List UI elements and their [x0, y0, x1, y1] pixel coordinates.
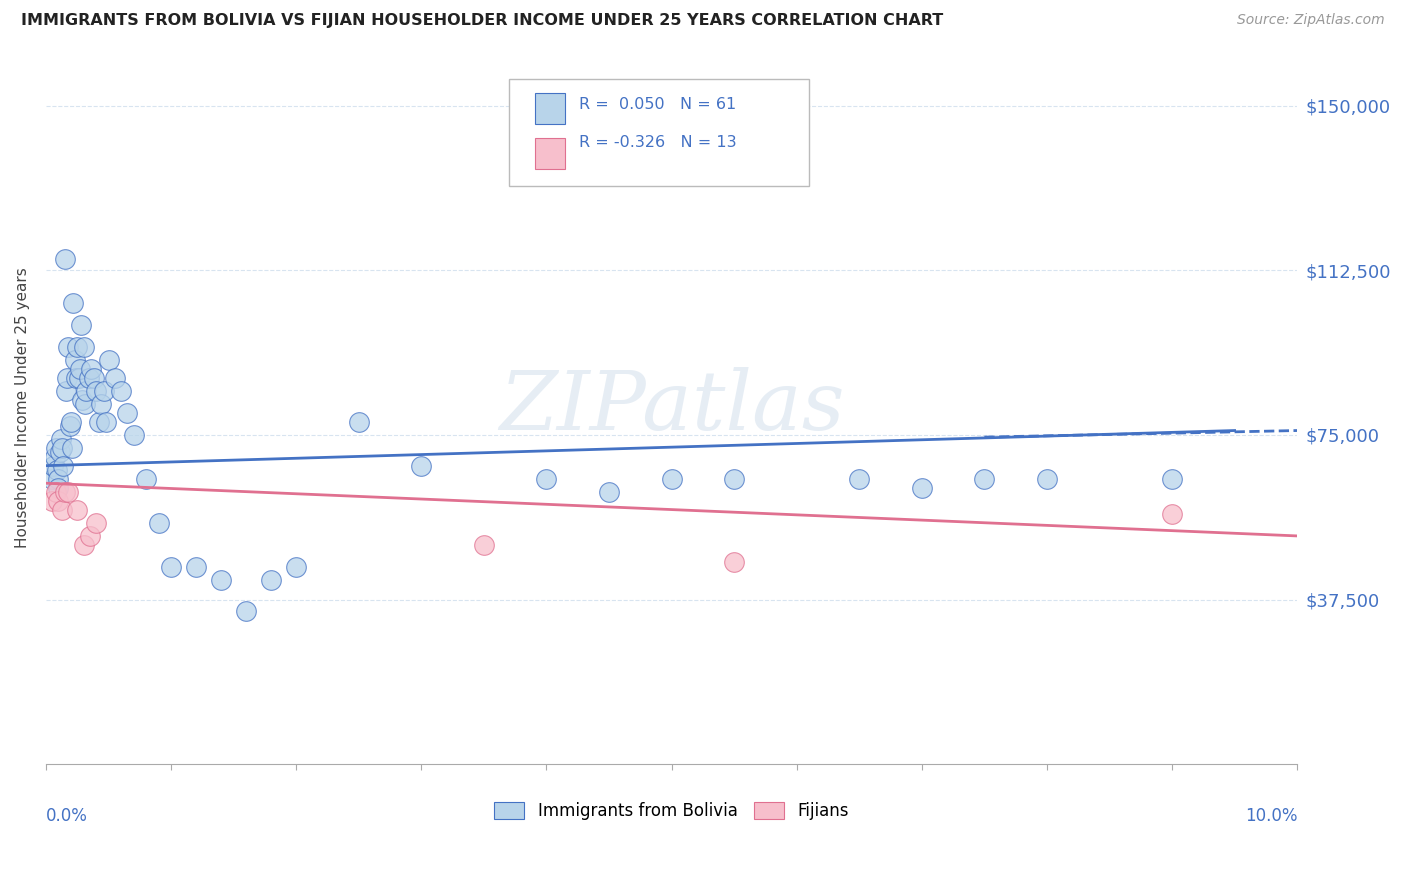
Point — [48, 493, 70, 508]
Point — [42, 458, 65, 473]
Point — [80, 362, 103, 376]
Point — [66, 502, 89, 516]
Point — [122, 428, 145, 442]
Point — [472, 538, 495, 552]
FancyBboxPatch shape — [509, 79, 810, 186]
Point — [1161, 472, 1184, 486]
Point — [94, 415, 117, 429]
Point — [83, 371, 105, 385]
Point — [911, 481, 934, 495]
Point — [79, 529, 101, 543]
Point — [848, 472, 870, 486]
Point — [160, 559, 183, 574]
Point — [598, 485, 620, 500]
Point — [235, 603, 257, 617]
Point — [49, 433, 72, 447]
Point — [260, 573, 283, 587]
Point — [117, 406, 139, 420]
Text: Source: ZipAtlas.com: Source: ZipAtlas.com — [1237, 13, 1385, 28]
Point — [51, 441, 73, 455]
Point — [72, 340, 94, 354]
Point — [52, 458, 75, 473]
Point — [104, 371, 127, 385]
Point — [209, 573, 232, 587]
Point — [87, 415, 110, 429]
Point — [59, 419, 82, 434]
Point — [93, 384, 115, 398]
Point — [58, 340, 80, 354]
Point — [45, 485, 67, 500]
Point — [41, 493, 63, 508]
Y-axis label: Householder Income Under 25 years: Householder Income Under 25 years — [15, 267, 30, 548]
Point — [84, 516, 107, 530]
Point — [135, 472, 157, 486]
Point — [56, 371, 79, 385]
Point — [97, 353, 120, 368]
Point — [48, 472, 70, 486]
Point — [62, 296, 84, 310]
Point — [90, 397, 112, 411]
Point — [75, 384, 97, 398]
Point — [48, 481, 70, 495]
Point — [70, 318, 93, 333]
Point — [48, 445, 70, 459]
Point — [1161, 507, 1184, 521]
Text: R =  0.050   N = 61: R = 0.050 N = 61 — [579, 97, 737, 112]
Point — [1036, 472, 1059, 486]
Point — [53, 485, 76, 500]
Point — [55, 384, 77, 398]
Point — [41, 472, 63, 486]
Point — [72, 392, 94, 407]
Point — [84, 384, 107, 398]
Text: R = -0.326   N = 13: R = -0.326 N = 13 — [579, 135, 737, 150]
Point — [72, 538, 94, 552]
Point — [58, 485, 80, 500]
Legend: Immigrants from Bolivia, Fijians: Immigrants from Bolivia, Fijians — [495, 802, 849, 820]
Point — [73, 397, 96, 411]
Point — [148, 516, 170, 530]
Point — [66, 340, 89, 354]
Point — [67, 371, 90, 385]
Point — [347, 415, 370, 429]
Point — [60, 441, 83, 455]
Point — [46, 463, 69, 477]
Point — [184, 559, 207, 574]
Point — [53, 252, 76, 267]
Point — [411, 458, 433, 473]
Point — [69, 362, 91, 376]
Point — [536, 472, 558, 486]
Point — [51, 502, 73, 516]
FancyBboxPatch shape — [536, 93, 565, 124]
Point — [44, 450, 66, 464]
Point — [973, 472, 995, 486]
Point — [45, 441, 67, 455]
Text: 0.0%: 0.0% — [46, 807, 87, 825]
Text: IMMIGRANTS FROM BOLIVIA VS FIJIAN HOUSEHOLDER INCOME UNDER 25 YEARS CORRELATION : IMMIGRANTS FROM BOLIVIA VS FIJIAN HOUSEH… — [21, 13, 943, 29]
Point — [65, 371, 87, 385]
Point — [723, 555, 745, 569]
Point — [63, 353, 86, 368]
Point — [59, 415, 82, 429]
Text: 10.0%: 10.0% — [1244, 807, 1298, 825]
Point — [285, 559, 308, 574]
Point — [723, 472, 745, 486]
Text: ZIPatlas: ZIPatlas — [499, 368, 845, 448]
Point — [77, 371, 100, 385]
Point — [110, 384, 132, 398]
FancyBboxPatch shape — [536, 137, 565, 169]
Point — [661, 472, 683, 486]
